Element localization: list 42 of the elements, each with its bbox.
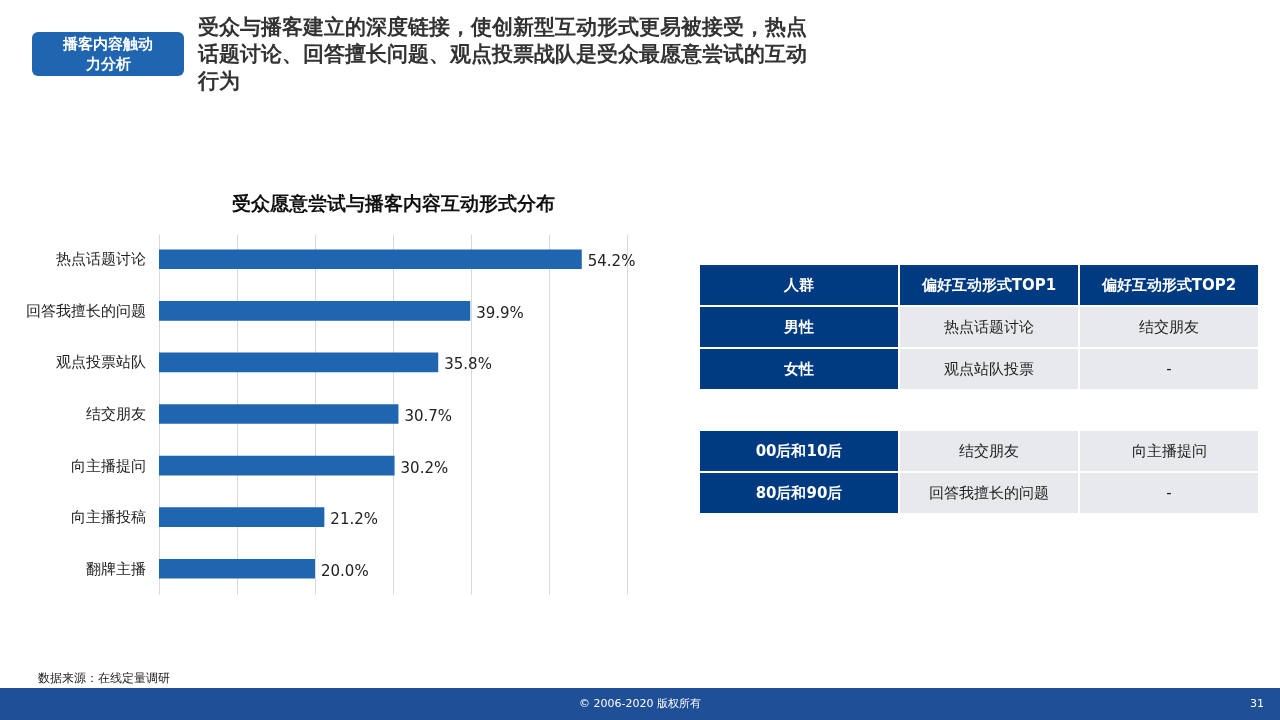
data-label: 54.2% — [587, 252, 636, 271]
text: 受众与播客建立的深度链接，使创新型互动形式更易被接受，热点话题讨论、回答擅长问题、观点投票战队是受众最愿意尝试的互动行为 — [198, 14, 808, 95]
bar — [159, 352, 439, 373]
y-tick-label: 结交朋友 — [85, 405, 146, 423]
data-label: 30.2% — [400, 458, 449, 477]
bar — [159, 455, 395, 476]
data-label: 35.8% — [444, 355, 492, 374]
data-label: 30.7% — [404, 407, 453, 425]
y-tick-label: 回答我擅长的问题 — [25, 301, 146, 320]
bar — [159, 404, 399, 424]
category-label: 偏好互动形式TOP1 — [900, 265, 1078, 305]
text: 观点站队投票 — [944, 359, 1034, 378]
text: 结交朋友 — [1139, 317, 1199, 336]
category-label: 80后和90后 — [755, 483, 843, 502]
text: 31 — [1250, 696, 1264, 712]
bar — [159, 249, 582, 270]
text: - — [1166, 360, 1172, 378]
y-tick-label: 热点话题讨论 — [55, 250, 146, 269]
y-tick-label: 观点投票站队 — [55, 353, 146, 372]
data-label: 20.0% — [321, 561, 369, 580]
data-label: 21.2% — [330, 510, 379, 529]
y-tick-label: 向主播提问 — [70, 456, 146, 475]
y-tick-label: 翻牌主播 — [85, 559, 146, 578]
text: 热点话题讨论 — [944, 317, 1034, 336]
data-label: 39.9% — [476, 303, 524, 322]
y-tick-label: 向主播投稿 — [70, 508, 146, 527]
bar — [159, 301, 471, 321]
category-label: 男性 — [784, 317, 814, 336]
text: - — [1166, 484, 1172, 502]
category-label: 偏好互动形式TOP2 — [1080, 265, 1258, 305]
text: 结交朋友 — [959, 441, 1019, 460]
text: 人群 — [700, 265, 898, 305]
category-label: 女性 — [784, 359, 814, 378]
chart-title: 受众愿意尝试与播客内容互动形式分布 — [231, 192, 555, 214]
text: 播客内容触动力分析 — [32, 32, 184, 76]
source-note: 数据来源：在线定量调研 — [38, 670, 170, 687]
text: © 2006-2020 版权所有 — [579, 697, 701, 710]
text: 回答我擅长的问题 — [929, 483, 1049, 502]
bar — [159, 558, 315, 579]
text: 向主播提问 — [1131, 441, 1207, 460]
category-label: 00后和10后 — [755, 441, 843, 460]
bar — [159, 507, 325, 527]
